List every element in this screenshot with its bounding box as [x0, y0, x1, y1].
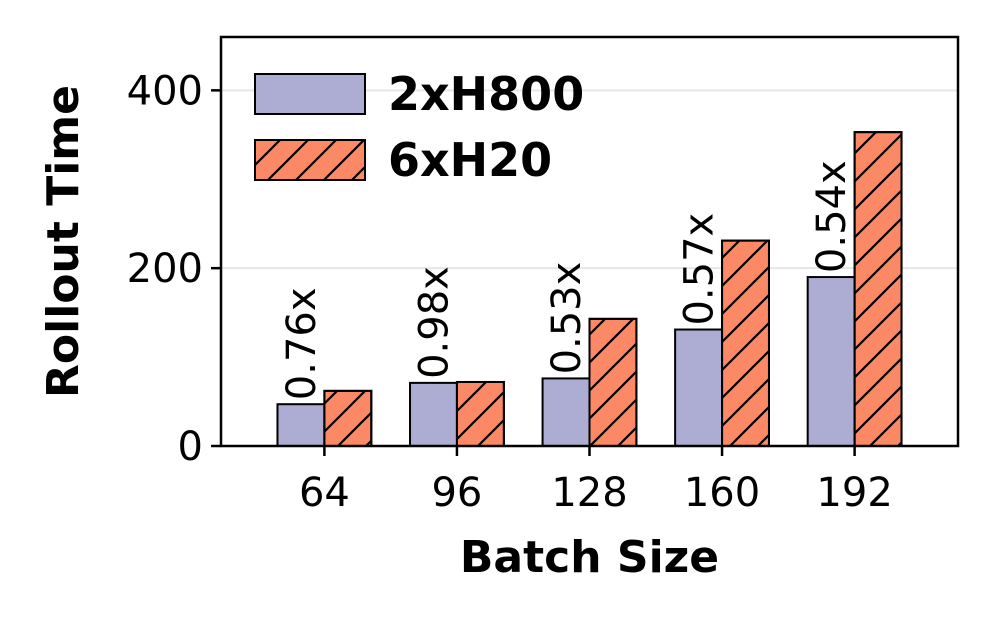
y-tick-label: 400 — [127, 68, 203, 114]
ratio-label: 0.53x — [544, 262, 590, 375]
bar-hatch-6xh20 — [323, 389, 373, 447]
x-tick-label: 160 — [684, 470, 760, 516]
bar-hatch-6xh20 — [455, 380, 505, 447]
ratio-labels: 0.76x 0.98x 0.53x 0.57x 0.54x — [279, 160, 855, 400]
bar-hatch-6xh20 — [588, 317, 638, 447]
bar-hatch-6xh20 — [721, 239, 770, 447]
x-axis-title: Batch Size — [460, 532, 719, 583]
legend-label: 2xH800 — [388, 67, 584, 121]
y-tick-label: 0 — [178, 424, 203, 470]
bar-2xh800 — [541, 377, 591, 447]
y-tick-label: 200 — [127, 246, 203, 292]
ratio-label: 0.98x — [411, 266, 457, 379]
axis-ticks: 0 200 400 64 96 128 160 192 — [127, 68, 893, 516]
legend: 2xH800 6xH20 — [254, 67, 584, 187]
bar-2xh800 — [806, 276, 856, 447]
legend-swatch-2xh800 — [254, 73, 366, 115]
bar-2xh800 — [276, 403, 326, 448]
x-tick-label: 192 — [816, 470, 892, 516]
x-tick-label: 96 — [431, 470, 482, 516]
ratio-label: 0.76x — [279, 287, 325, 400]
legend-swatch-hatch — [254, 139, 366, 181]
legend-label: 6xH20 — [388, 133, 552, 187]
bar-2xh800 — [409, 381, 458, 447]
ratio-label: 0.54x — [809, 160, 855, 273]
ratio-label: 0.57x — [677, 213, 723, 326]
bar-hatch-6xh20 — [853, 131, 903, 447]
bars — [276, 131, 903, 448]
bar-2xh800 — [674, 328, 724, 448]
y-axis-title: Rollout Time — [38, 85, 89, 398]
x-tick-label: 64 — [299, 470, 350, 516]
x-tick-label: 128 — [551, 470, 627, 516]
